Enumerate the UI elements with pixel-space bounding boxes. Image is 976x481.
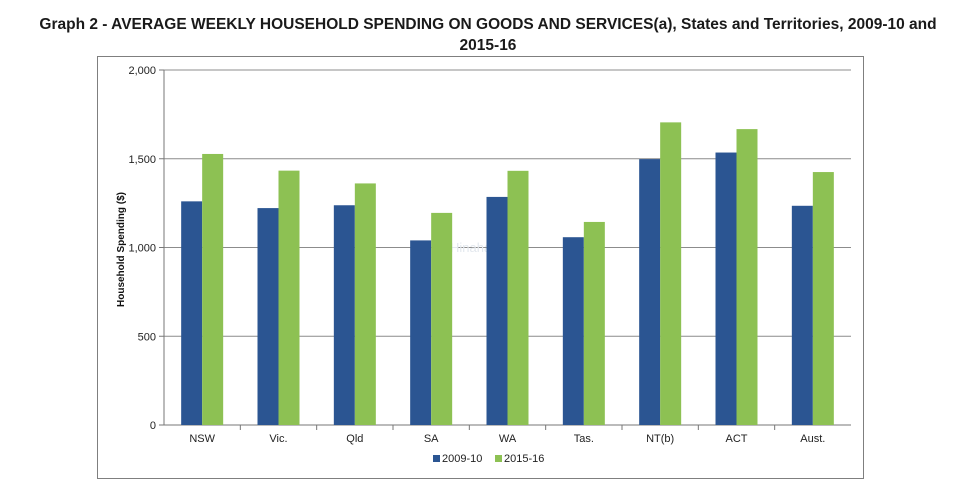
x-tick-label: NSW: [189, 433, 215, 445]
chart-title: Graph 2 - AVERAGE WEEKLY HOUSEHOLD SPEND…: [0, 14, 976, 56]
axis-labels: 0 500 1,000 1,500 2,000 Household Spending ($…: [116, 65, 825, 445]
x-tick-label: Aust.: [800, 433, 825, 445]
bar-2009-10-NT(b): 2009-10 NT(b): 1498: [639, 159, 661, 426]
y-tick-label: 2,000: [128, 65, 156, 77]
bars: 2009-10 NSW: 12602015-16 NSW: 1527 2009-1…: [181, 122, 834, 426]
chart-title-line-1: Graph 2 - AVERAGE WEEKLY HOUSEHOLD SPEND…: [39, 16, 937, 33]
bar-2009-10-Vic.: 2009-10 Vic.: 1222: [257, 208, 279, 425]
legend-label-2015-16: 2015-16: [504, 453, 544, 465]
bar-2009-10-Tas.: 2009-10 Tas.: 1058: [562, 237, 584, 425]
y-tick-label: 0: [150, 420, 156, 432]
bar-2015-16-ACT: 2015-16 ACT: 1667: [736, 129, 758, 426]
legend-swatch-2009-10: [433, 455, 440, 462]
legend-label-2009-10: 2009-10: [442, 453, 482, 465]
bar-2015-16-WA: 2015-16 WA: 1432: [507, 170, 529, 425]
x-tick-label: WA: [499, 433, 517, 445]
y-tick-label: 1,500: [128, 154, 156, 166]
x-tick-label: ACT: [726, 433, 748, 445]
bar-2015-16-Vic.: 2015-16 Vic.: 1433: [278, 170, 300, 425]
bar-2015-16-NT(b): 2015-16 NT(b): 1705: [660, 122, 682, 426]
legend-swatch-2015-16: [495, 455, 502, 462]
bar-2009-10-SA: 2009-10 SA: 1040: [410, 240, 432, 425]
y-axis-title: Household Spending ($): [116, 192, 127, 307]
x-tick-label: Vic.: [269, 433, 287, 445]
bar-2015-16-SA: 2015-16 SA: 1195: [431, 212, 453, 425]
chart-title-line-2: 2015-16: [459, 37, 517, 54]
x-tick-label: NT(b): [646, 433, 674, 445]
x-tick-label: Tas.: [574, 433, 594, 445]
x-tick-label: Qld: [346, 433, 363, 445]
bar-2009-10-NSW: 2009-10 NSW: 1260: [181, 201, 203, 425]
bar-2015-16-Aust.: 2015-16 Aust.: 1425: [812, 172, 834, 425]
bar-2015-16-NSW: 2015-16 NSW: 1527: [202, 153, 224, 425]
bar-2009-10-Aust.: 2009-10 Aust.: 1235: [791, 205, 813, 425]
x-tick-label: SA: [424, 433, 439, 445]
legend: 2009-10 2015-16: [433, 453, 544, 465]
bar-2009-10-ACT: 2009-10 ACT: 1535: [715, 152, 737, 425]
bar-2009-10-Qld: 2009-10 Qld: 1238: [333, 205, 355, 425]
watermark-text: Hinahan: [450, 240, 498, 255]
bar-2015-16-Qld: 2015-16 Qld: 1361: [354, 183, 376, 425]
bar-2015-16-Tas.: 2015-16 Tas.: 1144: [583, 221, 605, 425]
y-tick-label: 500: [138, 331, 156, 343]
y-tick-label: 1,000: [128, 243, 156, 255]
bar-2009-10-WA: 2009-10 WA: 1285: [486, 196, 508, 425]
